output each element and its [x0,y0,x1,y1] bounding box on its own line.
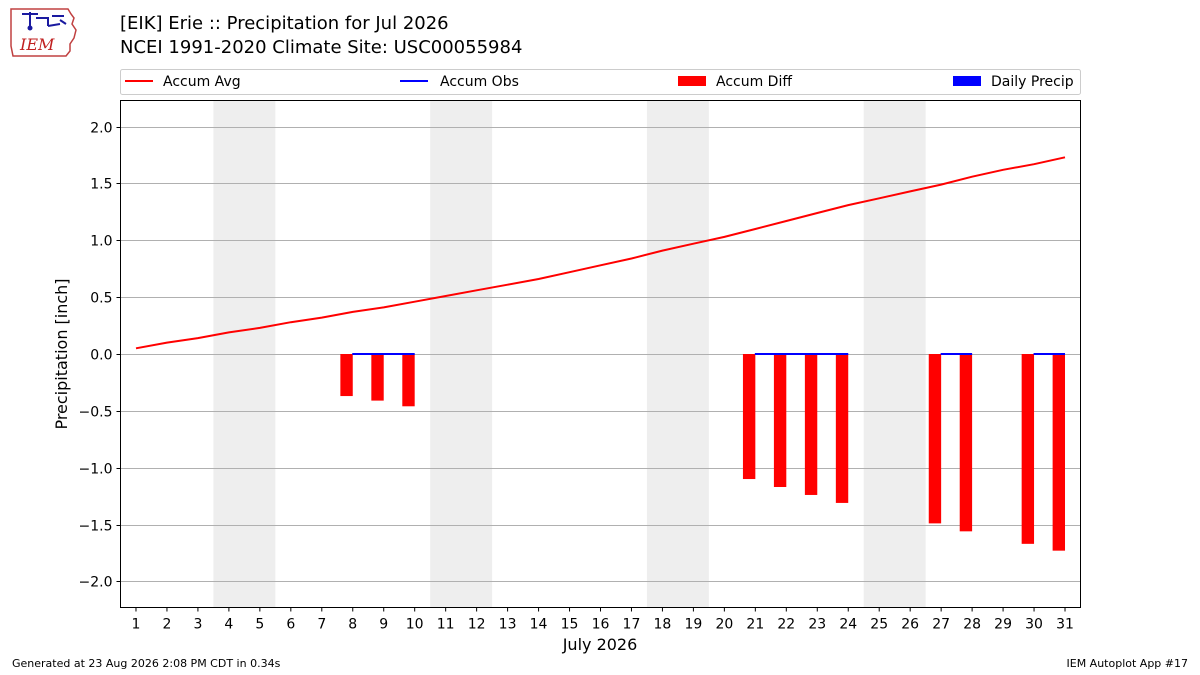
x-tick-label: 4 [224,617,233,633]
x-axis: 1 2 3 4 5 6 7 8 9 10 11 12 13 14 15 16 17 18 19 20 21 22 23 24 2… [132,607,1074,633]
x-tick-label: 25 [870,617,888,633]
iem-logo: IEM [10,8,77,57]
logo-text: IEM [19,35,55,54]
x-tick-label: 17 [623,617,641,633]
y-tick-label: −1.0 [79,462,113,478]
legend-label-daily-precip: Daily Precip [991,74,1074,90]
y-axis-title: Precipitation [inch] [52,278,71,429]
x-tick-label: 21 [746,617,764,633]
x-tick-label: 26 [901,617,919,633]
legend-swatch-daily-precip [953,76,981,86]
x-tick-label: 28 [963,617,981,633]
x-tick-label: 6 [286,617,295,633]
accum-diff-bar [340,354,353,397]
y-tick-label: −1.5 [79,519,113,535]
accum-diff-bar [928,354,942,524]
legend-label-accum-obs: Accum Obs [440,74,519,90]
accum-diff-bar [1021,354,1035,544]
x-tick-label: 8 [348,617,357,633]
x-tick-label: 1 [132,617,141,633]
accum-diff-bar [804,354,818,495]
y-tick-label: 2.0 [90,121,112,137]
x-tick-label: 15 [561,617,579,633]
accum-diff-bar [371,354,384,401]
x-tick-label: 23 [808,617,826,633]
y-tick-label: 0.5 [90,291,112,307]
legend: Accum Avg Accum Obs Accum Diff Daily Pre… [120,69,1081,95]
x-tick-label: 24 [839,617,857,633]
x-tick-label: 3 [193,617,202,633]
chart-title: [EIK] Erie :: Precipitation for Jul 2026 [120,13,449,34]
x-tick-label: 31 [1056,617,1074,633]
x-tick-label: 27 [932,617,950,633]
chart-subtitle: NCEI 1991-2020 Climate Site: USC00055984 [120,37,523,58]
accum-diff-bar [773,354,787,488]
x-axis-title: July 2026 [562,635,638,654]
y-axis: 2.0 1.5 1.0 0.5 0.0 −0.5 −1.0 −1.5 −2.0 [79,121,121,591]
x-tick-label: 12 [468,617,486,633]
x-tick-label: 29 [994,617,1012,633]
accum-diff-bars [340,354,1066,551]
accum-avg-line-group [135,156,1066,350]
x-tick-label: 9 [379,617,388,633]
accum-diff-bar [402,354,415,407]
footer-generated-note: Generated at 23 Aug 2026 2:08 PM CDT in … [12,657,281,670]
accum-diff-bar [742,354,756,480]
x-tick-label: 14 [530,617,548,633]
x-tick-label: 30 [1025,617,1043,633]
y-tick-label: 1.0 [90,234,112,250]
accum-avg-line [135,156,1066,350]
instrument-dot-icon [27,25,33,31]
legend-label-accum-avg: Accum Avg [163,74,241,90]
accum-diff-bar [835,354,849,503]
legend-box [120,69,1081,95]
grid-lines [120,127,1081,582]
footer-app-credit: IEM Autoplot App #17 [1066,657,1189,670]
x-tick-label: 10 [406,617,424,633]
y-tick-label: −2.0 [79,575,113,591]
x-tick-label: 22 [777,617,795,633]
x-tick-label: 7 [317,617,326,633]
y-tick-label: −0.5 [79,405,113,421]
x-tick-label: 5 [255,617,264,633]
x-tick-label: 13 [499,617,517,633]
y-tick-label: 0.0 [90,348,112,364]
x-tick-label: 11 [437,617,455,633]
x-tick-label: 2 [162,617,171,633]
x-tick-label: 18 [654,617,672,633]
legend-swatch-accum-diff [678,76,706,86]
accum-diff-bar [1052,354,1066,551]
legend-label-accum-diff: Accum Diff [716,74,792,90]
weather-instrument-icon [22,12,67,28]
y-tick-label: 1.5 [90,177,112,193]
x-tick-label: 19 [684,617,702,633]
x-tick-label: 20 [715,617,733,633]
accum-diff-bar [959,354,973,532]
x-tick-label: 16 [592,617,610,633]
